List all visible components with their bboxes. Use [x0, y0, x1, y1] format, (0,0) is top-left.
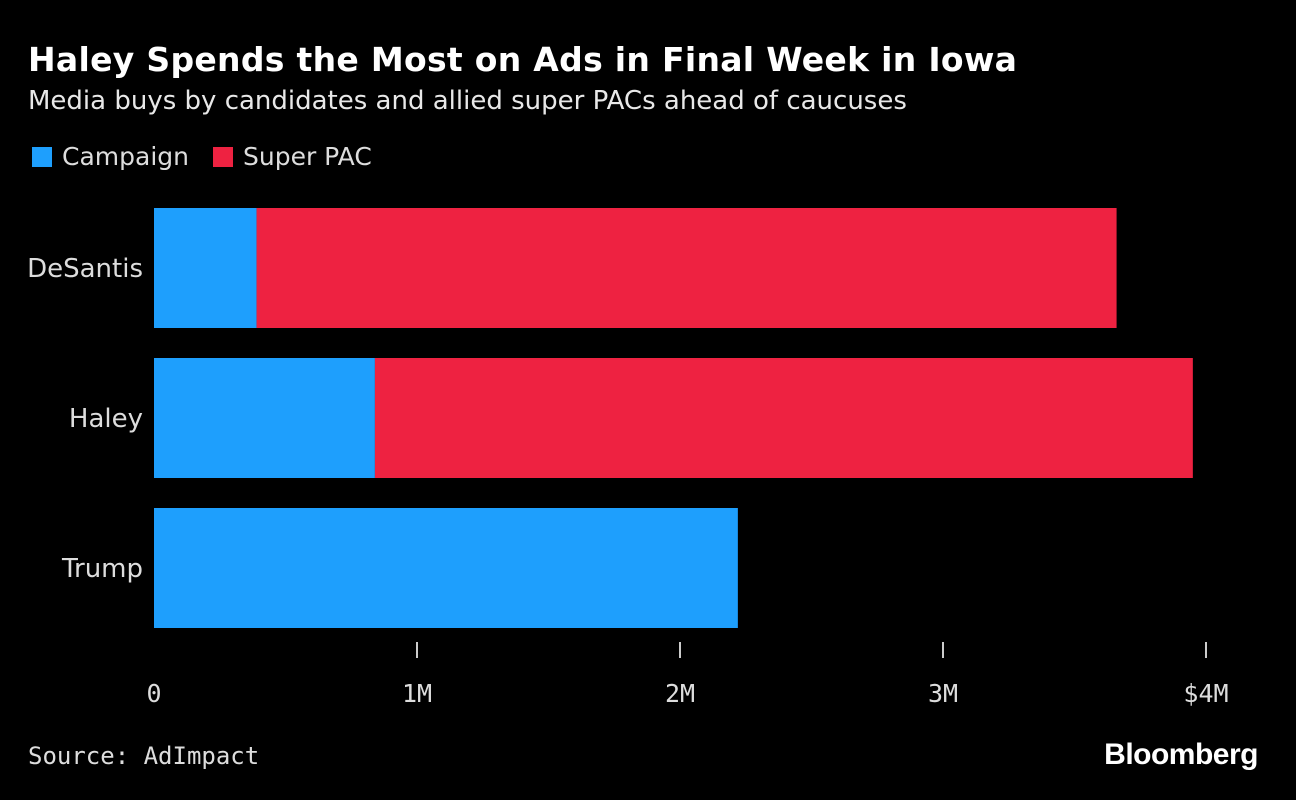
legend-item-campaign: Campaign — [32, 142, 189, 171]
bloomberg-logo: Bloomberg — [1104, 738, 1258, 771]
legend-swatch-super-pac — [212, 146, 233, 167]
x-tick-label: 3M — [928, 679, 958, 708]
legend-item-super-pac: Super PAC — [212, 142, 372, 171]
bar-desantis-campaign — [154, 208, 257, 328]
bar-haley-campaign — [154, 358, 375, 478]
legend-swatch-campaign — [32, 146, 52, 167]
chart-title: Haley Spends the Most on Ads in Final We… — [28, 40, 1018, 79]
chart-subtitle: Media buys by candidates and allied supe… — [28, 86, 907, 116]
bar-trump-campaign — [154, 508, 738, 628]
source-note: Source: AdImpact — [28, 742, 260, 770]
legend-label: Campaign — [62, 142, 189, 171]
category-label: Trump — [61, 554, 143, 584]
category-label: DeSantis — [27, 254, 143, 284]
legend-label: Super PAC — [242, 142, 372, 171]
x-tick-label: 2M — [665, 679, 695, 708]
legend: Campaign Super PAC — [32, 142, 396, 171]
bar-haley-super-pac — [374, 358, 1193, 478]
category-label: Haley — [69, 404, 143, 434]
x-tick-label: 1M — [402, 679, 432, 708]
x-tick-label: 0 — [146, 679, 161, 708]
x-tick-label: $4M — [1183, 679, 1228, 708]
bar-desantis-super-pac — [256, 208, 1117, 328]
